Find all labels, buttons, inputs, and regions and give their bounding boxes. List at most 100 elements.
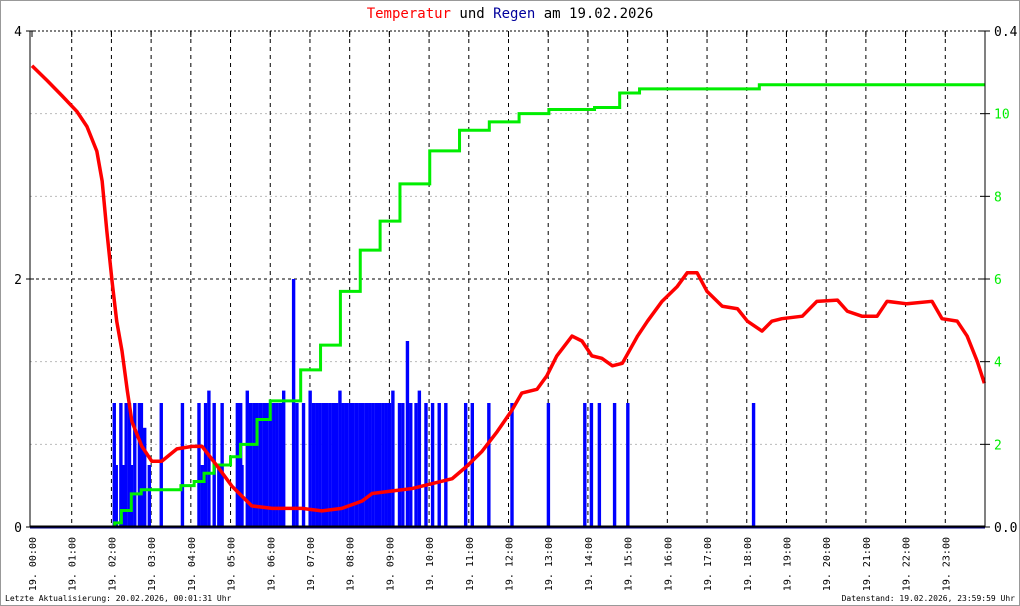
x-tick-label: 19. 10:00 <box>425 537 436 591</box>
rain-bar <box>444 403 448 527</box>
rain-bar <box>217 465 221 527</box>
rain-bar <box>291 279 296 527</box>
rain-bar <box>207 390 211 527</box>
rain-bar <box>401 403 405 527</box>
rain-bar <box>262 403 266 527</box>
rain-bar <box>470 403 475 527</box>
rain-bar <box>751 403 756 527</box>
x-tick-label: 19. 20:00 <box>822 537 833 591</box>
rain-bar <box>203 403 208 527</box>
right-axis-sum-label: 6 <box>994 273 1002 288</box>
rain-bar <box>364 403 369 527</box>
rain-bar <box>377 403 382 527</box>
left-axis-label: 0 <box>14 521 22 536</box>
rain-bar <box>510 403 514 527</box>
x-tick-label: 19. 09:00 <box>385 537 396 591</box>
rain-bar <box>374 403 379 527</box>
rain-bar <box>589 403 594 527</box>
rain-bar <box>583 403 587 527</box>
rain-bar <box>387 403 392 527</box>
x-tick-label: 19. 00:00 <box>28 537 39 591</box>
rain-bar <box>546 403 551 527</box>
title-rain: Regen <box>493 6 536 22</box>
rain-bar <box>626 403 630 527</box>
rain-bar <box>311 403 316 527</box>
rain-bar <box>275 403 279 527</box>
rain-bar <box>405 341 410 527</box>
temperature-line <box>30 64 987 513</box>
x-tick-label: 19. 21:00 <box>862 537 873 591</box>
rain-bar <box>334 403 339 527</box>
x-tick-label: 19. 13:00 <box>544 537 555 591</box>
rain-bar <box>255 403 259 527</box>
rain-bar <box>268 403 273 527</box>
rain-bar <box>265 403 269 527</box>
rain-bar <box>127 403 132 527</box>
x-tick-label: 19. 06:00 <box>266 537 277 591</box>
rain-bar <box>325 403 329 527</box>
right-axis-sum-label: 8 <box>994 190 1002 205</box>
right-axis-rain-label: 0.0 <box>994 521 1017 536</box>
rain-bar <box>328 403 332 527</box>
x-tick-label: 19. 19:00 <box>782 537 793 591</box>
left-axis-label: 4 <box>14 25 22 40</box>
x-tick-label: 19. 11:00 <box>465 537 476 591</box>
x-tick-label: 19. 01:00 <box>68 537 79 591</box>
rain-bar <box>235 403 240 527</box>
rain-bar <box>112 403 116 527</box>
left-axis-label: 2 <box>14 273 22 288</box>
rain-bar <box>248 403 253 527</box>
rain-bar <box>159 403 163 527</box>
x-tick-label: 19. 07:00 <box>306 537 317 591</box>
rain-bar <box>381 403 385 527</box>
rain-bar <box>124 403 128 527</box>
rain-bar <box>391 390 395 527</box>
rain-bar <box>371 403 375 527</box>
x-tick-label: 19. 03:00 <box>147 537 158 591</box>
x-tick-label: 19. 23:00 <box>941 537 952 591</box>
rain-bar <box>368 403 372 527</box>
rain-bar <box>119 403 123 527</box>
rain-bar <box>437 403 441 527</box>
rain-bar <box>338 390 342 527</box>
title-temperature: Temperatur <box>366 6 451 22</box>
right-axis-rain-label: 0.4 <box>994 25 1018 40</box>
rain-bar <box>361 403 365 527</box>
rain-bar <box>133 403 137 527</box>
rain-bar <box>597 403 602 527</box>
rain-bar <box>358 403 362 527</box>
rain-bar <box>308 390 312 527</box>
rain-bar <box>384 403 388 527</box>
rain-bar <box>348 403 352 527</box>
rain-bar <box>147 465 152 527</box>
rain-bar <box>414 403 418 527</box>
rain-bar <box>114 465 118 527</box>
x-tick-label: 19. 08:00 <box>346 537 357 591</box>
rain-bar <box>417 390 422 527</box>
title-date: am 19.02.2026 <box>535 6 654 22</box>
x-tick-label: 19. 17:00 <box>703 537 714 591</box>
rain-sum-line <box>108 83 985 529</box>
rain-bar <box>315 403 319 527</box>
x-tick-label: 19. 05:00 <box>227 537 238 591</box>
rain-bar <box>321 403 326 527</box>
rain-bar <box>180 403 185 527</box>
rain-bar <box>258 403 263 527</box>
data-status-text: Datenstand: 19.02.2026, 23:59:59 Uhr <box>841 594 1015 603</box>
rain-bar <box>272 403 276 527</box>
rain-bar <box>612 403 617 527</box>
right-axis-sum-label: 10 <box>994 108 1010 123</box>
rain-bar <box>487 403 491 527</box>
x-tick-label: 19. 04:00 <box>187 537 198 591</box>
title-and: und <box>450 6 494 22</box>
right-axis-sum-label: 4 <box>994 356 1002 371</box>
rain-bar <box>409 403 413 527</box>
x-tick-label: 19. 15:00 <box>624 537 635 591</box>
rain-bar <box>341 403 345 527</box>
rain-bar <box>295 403 299 527</box>
rain-bar <box>137 403 142 527</box>
last-update-text: Letzte Aktualisierung: 20.02.2026, 00:01… <box>5 594 232 603</box>
rain-bar <box>430 403 435 527</box>
